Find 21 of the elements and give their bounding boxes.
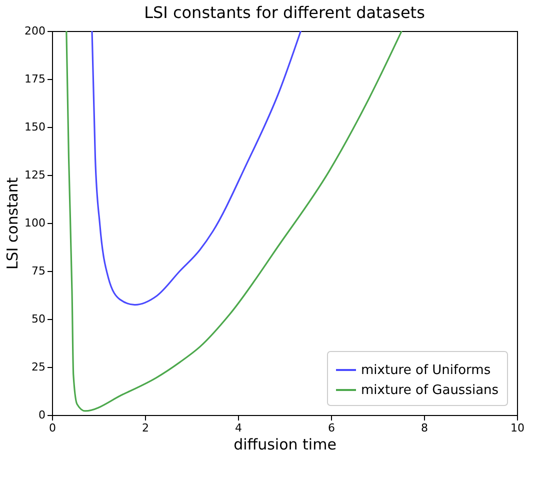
y-tick-label: 50	[32, 312, 46, 326]
line-series	[91, 31, 302, 306]
y-tick-label: 150	[24, 120, 46, 134]
y-tick-label: 100	[24, 216, 46, 230]
legend-label: mixture of Gaussians	[361, 383, 499, 398]
x-tick-label: 0	[49, 422, 56, 434]
y-tick-label: 175	[24, 72, 46, 86]
y-tick-label: 75	[32, 264, 46, 278]
legend-label: mixture of Uniforms	[361, 363, 491, 378]
y-tick-label: 200	[24, 24, 46, 38]
x-axis-title: diffusion time	[234, 436, 336, 454]
x-tick-label: 2	[142, 422, 149, 434]
x-tick-label: 6	[328, 422, 335, 434]
y-tick-label: 25	[32, 360, 46, 374]
chart-title: LSI constants for different datasets	[144, 3, 425, 22]
x-tick-label: 10	[510, 422, 524, 434]
x-tick-label: 4	[235, 422, 242, 434]
y-tick-label: 0	[38, 408, 46, 422]
x-tick-label: 8	[421, 422, 428, 434]
y-tick-label: 125	[24, 168, 46, 182]
y-axis-title: LSI constant	[4, 177, 22, 270]
